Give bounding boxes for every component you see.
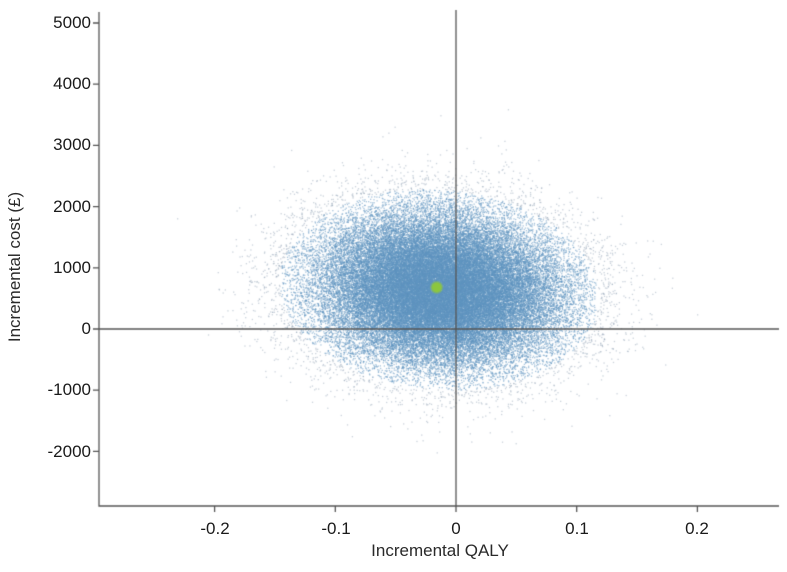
y-tick-label: 2000	[53, 197, 91, 216]
x-tick-label: -0.2	[200, 519, 230, 538]
y-tick-label: 5000	[53, 13, 91, 32]
x-tick-label: 0.1	[565, 519, 589, 538]
x-axis-title: Incremental QALY	[371, 541, 509, 560]
y-tick-label: -1000	[47, 380, 91, 399]
y-tick-label: 0	[81, 319, 91, 338]
y-tick-label: 4000	[53, 74, 91, 93]
x-tick-label: -0.1	[321, 519, 351, 538]
y-tick-label: 3000	[53, 135, 91, 154]
x-tick-label: 0	[451, 519, 461, 538]
y-axis-title: Incremental cost (£)	[5, 191, 24, 343]
y-tick-label: 1000	[53, 258, 91, 277]
x-tick-label: 0.2	[685, 519, 709, 538]
y-tick-label: -2000	[47, 442, 91, 461]
